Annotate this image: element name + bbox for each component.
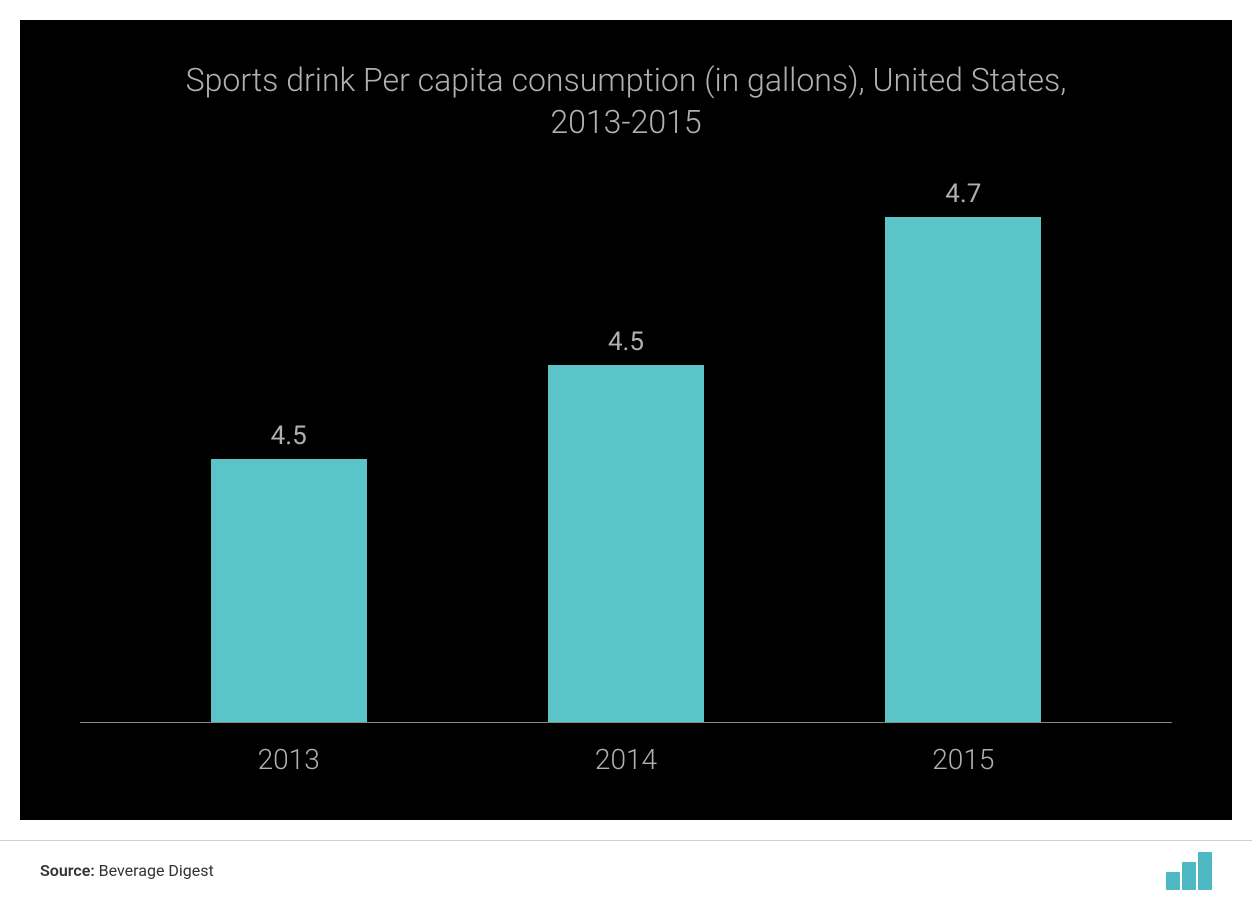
bar-group-2015: 4.7 [822, 173, 1105, 722]
bar-value-label: 4.5 [608, 327, 644, 357]
x-label-2015: 2015 [822, 743, 1105, 776]
bar-group-2014: 4.5 [484, 173, 767, 722]
logo-bar [1166, 872, 1180, 890]
brand-logo-icon [1166, 852, 1212, 890]
footer: Source: Beverage Digest [0, 840, 1252, 900]
logo-bar [1198, 852, 1212, 890]
x-label-2014: 2014 [484, 743, 767, 776]
bar-group-2013: 4.5 [147, 173, 430, 722]
x-label-2013: 2013 [147, 743, 430, 776]
bar-value-label: 4.5 [271, 421, 307, 451]
x-axis-labels: 2013 2014 2015 [80, 723, 1172, 776]
chart-container: Sports drink Per capita consumption (in … [20, 20, 1232, 820]
bar-value-label: 4.7 [945, 179, 981, 209]
bar-2013 [211, 459, 367, 723]
chart-plot-area: 4.5 4.5 4.7 [80, 173, 1172, 723]
logo-bar [1182, 862, 1196, 890]
chart-title: Sports drink Per capita consumption (in … [80, 60, 1172, 143]
source-value: Beverage Digest [99, 861, 214, 880]
bar-2014 [548, 365, 704, 722]
source-label: Source: [40, 861, 99, 880]
source-citation: Source: Beverage Digest [40, 861, 214, 880]
bar-2015 [885, 217, 1041, 722]
